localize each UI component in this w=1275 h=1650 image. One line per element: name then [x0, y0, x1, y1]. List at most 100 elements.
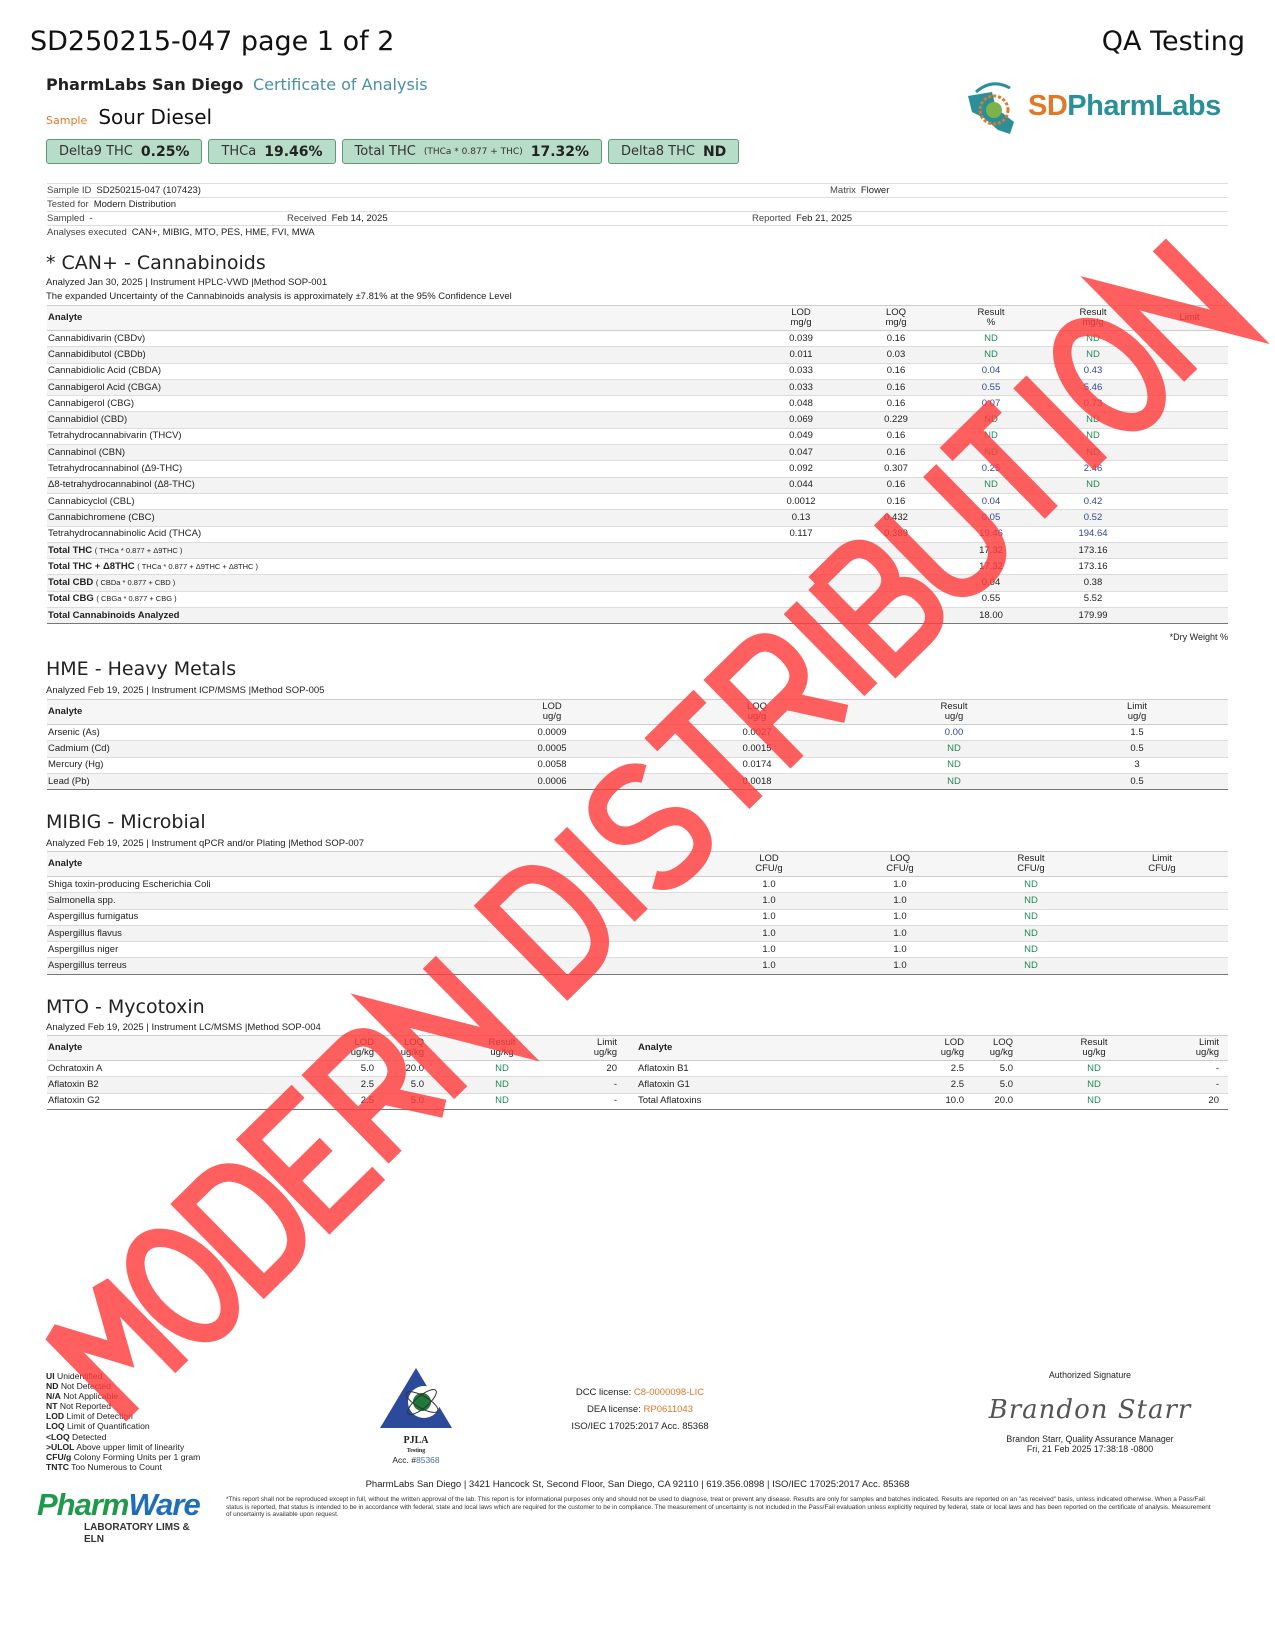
badge-3: Delta8 THC ND [608, 139, 740, 164]
table-cell: 2.46 [1083, 464, 1103, 475]
table-row: Aflatoxin B2 2.5 5.0 ND - Aflatoxin G1 2.5 5.0 N… [47, 1077, 1228, 1094]
total-result-mg: 179.99 [1078, 610, 1108, 621]
table-row: Cannabidivarin (CBDv) 0.039 0.16 ND ND [47, 331, 1228, 348]
lab-name: PharmLabs San Diego [46, 75, 244, 94]
acc-number: 85368 [415, 1455, 440, 1465]
table-cell: Δ8-tetrahydrocannabinol (Δ8-THC) [48, 480, 195, 491]
analyses: CAN+, MIBIG, MTO, PES, HME, FVI, MWA [131, 227, 315, 238]
table-header: Analyte LOD CFU/g LOQ CFU/g Result CFU/g Lim… [47, 851, 1228, 877]
dea-license: RP0611043 [643, 1404, 693, 1415]
badge-value: 0.25% [140, 143, 190, 160]
sampled-label: Sampled [47, 213, 85, 224]
table-cell: - [1215, 1063, 1219, 1074]
table-cell: 1.0 [893, 961, 907, 972]
table-cell: 0.16 [886, 447, 906, 458]
table-cell: 0.092 [789, 464, 813, 475]
table-cell: 20.0 [405, 1063, 425, 1074]
sample-info: Sample ID SD250215-047 (107423) Matrix Flo… [47, 183, 1228, 239]
table-cell: - [613, 1079, 617, 1090]
table-cell: Lead (Pb) [48, 776, 90, 787]
legend-item: NT Not Reported [46, 1401, 200, 1411]
table-row: Cannabigerol (CBG) 0.048 0.16 0.07 0.73 [47, 396, 1228, 413]
table-cell: 1.0 [762, 879, 776, 890]
total-formula: ( CBDa * 0.877 + CBD ) [95, 578, 176, 588]
table-cell: Cannabigerol Acid (CBGA) [48, 382, 161, 393]
iso-accreditation: ISO/IEC 17025:2017 Acc. 85368 [571, 1421, 709, 1432]
table-cell: 0.0005 [537, 743, 567, 754]
analyses-label: Analyses executed [47, 227, 127, 238]
tested-for-label: Tested for [47, 199, 89, 210]
table-cell: Ochratoxin A [48, 1063, 103, 1074]
lab-address: PharmLabs San Diego | 3421 Hancock St, S… [365, 1479, 910, 1490]
signature-image: Brandon Starr [988, 1395, 1192, 1425]
table-cell: 0.307 [884, 464, 908, 475]
cannabinoids-title: * CAN+ - Cannabinoids [46, 252, 266, 274]
table-cell: Aspergillus flavus [48, 928, 122, 939]
matrix: Flower [860, 185, 890, 196]
badge-1: THCa 19.46% [208, 139, 336, 164]
table-cell: 1.0 [893, 928, 907, 939]
metals-title: HME - Heavy Metals [46, 658, 237, 680]
table-cell: Cannabidibutol (CBDb) [48, 349, 146, 360]
table-cell: ND [1024, 928, 1038, 939]
legend-abbr: NT [46, 1401, 58, 1412]
sample-label: Sample [46, 114, 88, 127]
table-cell: ND [495, 1096, 509, 1107]
logo-sd: SD [1028, 90, 1068, 122]
table-cell: 0.0027 [742, 727, 772, 738]
california-logo-icon [968, 82, 1014, 134]
column-header: Limit ug/g [1126, 702, 1148, 722]
legend-item: LOQ Limit of Quantification [46, 1421, 200, 1431]
table-cell: 0.049 [789, 431, 813, 442]
table-cell: Salmonella spp. [48, 895, 116, 906]
table-cell: 20.0 [994, 1096, 1014, 1107]
table-cell: 1.0 [762, 928, 776, 939]
metals-table: Analyte LOD ug/g LOQ ug/g Result ug/g Limit … [47, 699, 1228, 791]
table-cell: ND [1086, 480, 1100, 491]
column-header: Limit ug/kg [1195, 1038, 1219, 1058]
table-cell: 0.13 [791, 512, 811, 523]
microbial-table: Analyte LOD CFU/g LOQ CFU/g Result CFU/g Lim… [47, 851, 1228, 975]
table-row: Cannabichromene (CBC) 0.13 0.432 0.05 0.52 [47, 510, 1228, 527]
table-row: Cannabidiol (CBD) 0.069 0.229 ND ND [47, 412, 1228, 429]
table-cell: 1.0 [893, 895, 907, 906]
mycotoxin-table: Analyte LOD ug/kg LOQ ug/kg Result ug/kg Lim… [47, 1035, 1228, 1110]
pjla-accreditation: PJLA Testing Acc. #85368 [376, 1366, 456, 1466]
table-cell: 194.64 [1078, 529, 1108, 540]
table-cell: 2.5 [360, 1096, 374, 1107]
pjla-sub: Testing [406, 1448, 426, 1454]
table-cell: ND [1087, 1063, 1101, 1074]
table-cell: 10.0 [945, 1096, 965, 1107]
watermark-letter-shape [170, 1163, 306, 1300]
legend-item: CFU/g Colony Forming Units per 1 gram [46, 1452, 200, 1462]
received: Feb 14, 2025 [331, 213, 388, 224]
table-cell: Aspergillus fumigatus [48, 912, 139, 923]
legend-text: Limit of Detection [66, 1411, 133, 1422]
table-cell: 1.0 [893, 879, 907, 890]
column-header: Result CFU/g [1017, 854, 1045, 874]
table-cell: Cannabidiolic Acid (CBDA) [48, 366, 161, 377]
table-cell: 0.52 [1083, 512, 1103, 523]
column-header: Result mg/g [1079, 308, 1107, 328]
column-header: Result ug/g [940, 702, 968, 722]
table-cell: 20 [606, 1063, 617, 1074]
signature-label: Authorized Signature [1048, 1370, 1132, 1380]
table-cell: - [613, 1096, 617, 1107]
table-row: Tetrahydrocannabivarin (THCV) 0.049 0.16 ND… [47, 429, 1228, 446]
legend-item: ND Not Detected [46, 1381, 200, 1391]
table-cell: 20 [1208, 1096, 1219, 1107]
abbreviation-legend: UI Unidentified ND Not Detected N/A Not Ap… [46, 1371, 200, 1472]
table-cell: 0.033 [789, 382, 813, 393]
table-cell: 0.011 [789, 349, 813, 360]
table-cell: 1.0 [762, 961, 776, 972]
pharmware-a: Pharm [37, 1487, 129, 1522]
pharmware-logo: PharmWare LABORATORY LIMS & ELN [37, 1488, 207, 1546]
total-row: Total THC + Δ8THC ( THCa * 0.877 + Δ9THC… [47, 559, 1228, 576]
table-cell: 0.389 [884, 529, 908, 540]
badge-label: Delta9 THC [59, 144, 133, 159]
table-cell: 0.0174 [742, 760, 772, 771]
table-cell: ND [1087, 1096, 1101, 1107]
table-cell: Cannabidivarin (CBDv) [48, 333, 146, 344]
pharmware-b: Ware [128, 1487, 200, 1522]
column-header: Limit [1179, 313, 1200, 323]
